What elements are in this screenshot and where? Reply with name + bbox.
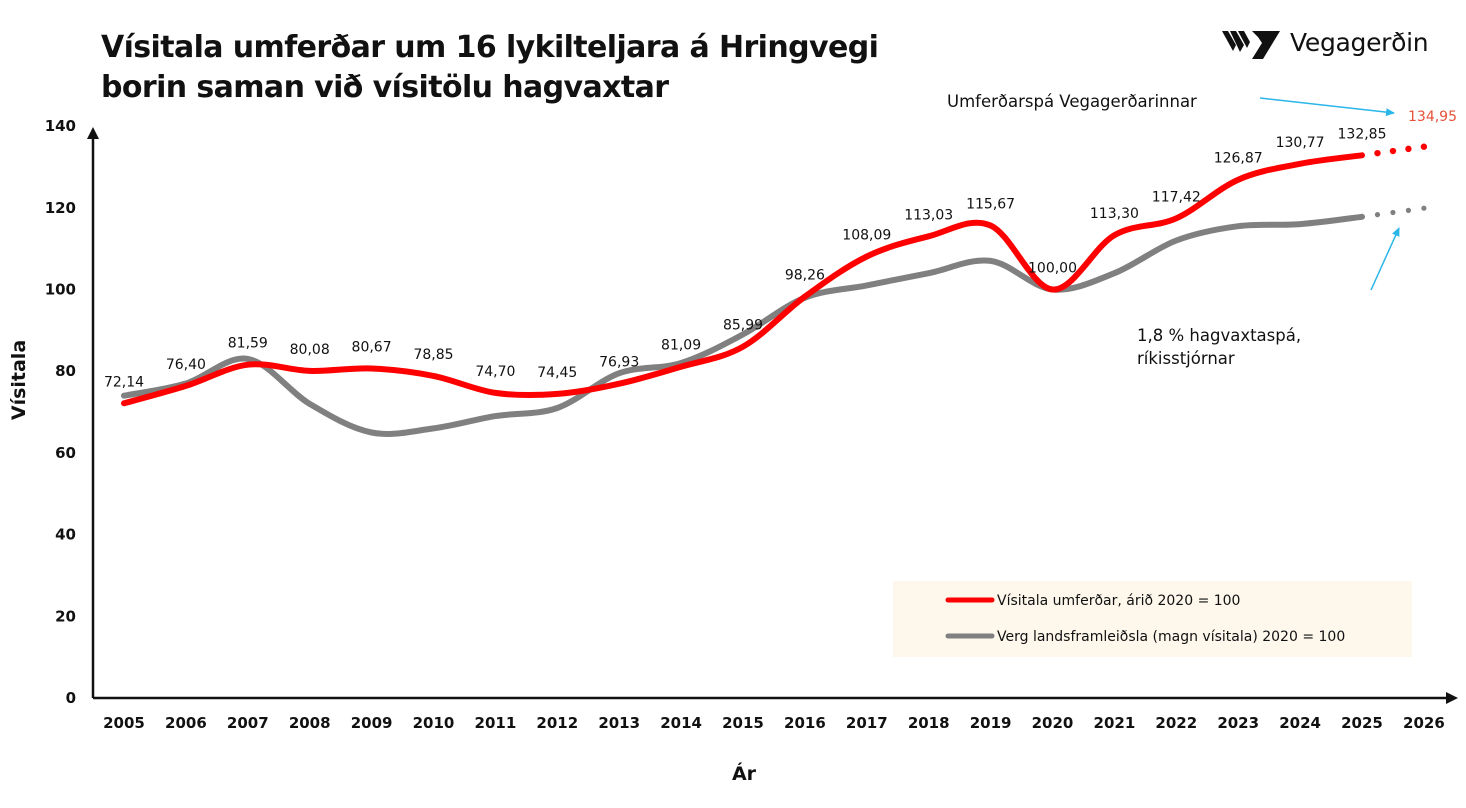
forecast-value-label: 134,95 <box>1408 109 1457 125</box>
series-line <box>121 152 1365 407</box>
data-label: 78,85 <box>413 347 453 363</box>
y-tick-label: 80 <box>55 362 76 380</box>
data-label: 76,40 <box>166 357 206 373</box>
x-tick-label: 2019 <box>970 714 1012 732</box>
chart-title: Vísitala umferðar um 16 lykilteljara á H… <box>101 28 879 108</box>
legend-entry-label: Verg landsframleiðsla (magn vísitala) 20… <box>997 629 1345 645</box>
gdp-forecast-arrow <box>1370 227 1400 291</box>
data-label: 108,09 <box>842 227 891 243</box>
data-label: 74,45 <box>537 365 577 381</box>
forecast-dot <box>1405 145 1412 153</box>
data-label: 98,26 <box>785 268 825 284</box>
y-tick-label: 100 <box>45 281 76 299</box>
x-tick-label: 2007 <box>227 714 269 732</box>
chart-title-line-1: Vísitala umferðar um 16 lykilteljara á H… <box>101 30 879 65</box>
x-tick-label: 2008 <box>289 714 331 732</box>
gdp-forecast-annotation-line-1: 1,8 % hagvaxtaspá, <box>1137 326 1301 345</box>
y-tick-label: 60 <box>55 444 76 462</box>
forecast-dot <box>1405 207 1412 213</box>
x-tick-label: 2005 <box>103 714 145 732</box>
x-tick-label: 2020 <box>1032 714 1074 732</box>
data-label: 117,42 <box>1152 189 1201 205</box>
y-tick-label: 140 <box>45 117 76 135</box>
forecast-dot <box>1389 147 1397 155</box>
x-tick-label: 2012 <box>536 714 578 732</box>
y-tick-label: 120 <box>45 199 76 217</box>
x-tick-label: 2021 <box>1094 714 1136 732</box>
y-tick-label: 20 <box>55 607 76 625</box>
x-tick-label: 2017 <box>846 714 888 732</box>
traffic-forecast-arrow <box>1259 97 1395 117</box>
data-label: 115,67 <box>966 196 1015 212</box>
logo-text: Vegagerðin <box>1290 27 1429 57</box>
y-axis-arrowhead <box>87 127 99 139</box>
forecast-dot <box>1421 205 1427 211</box>
x-tick-label: 2006 <box>165 714 207 732</box>
series-line <box>121 213 1365 437</box>
data-label: 130,77 <box>1276 135 1325 151</box>
data-label: 81,09 <box>661 338 701 354</box>
y-tick-label: 0 <box>66 689 76 707</box>
x-tick-label: 2010 <box>413 714 455 732</box>
data-label: 81,59 <box>228 336 268 352</box>
forecast-dot <box>1390 209 1396 216</box>
data-label: 132,85 <box>1338 126 1387 142</box>
forecast-dot <box>1374 212 1381 218</box>
y-tick-label: 40 <box>55 526 76 544</box>
chart-title-line-2: borin saman við vísitölu hagvaxtar <box>101 70 669 105</box>
forecast-dot <box>1374 149 1381 157</box>
x-tick-label: 2025 <box>1341 714 1383 732</box>
forecast-dot <box>1420 143 1428 150</box>
data-label: 76,93 <box>599 355 639 371</box>
data-label: 126,87 <box>1214 151 1263 167</box>
x-tick-label: 2026 <box>1403 714 1445 732</box>
data-label: 80,08 <box>290 342 330 358</box>
x-tick-label: 2024 <box>1279 714 1321 732</box>
traffic-forecast-annotation: Umferðarspá Vegagerðarinnar <box>947 92 1197 111</box>
x-tick-label: 2016 <box>784 714 826 732</box>
data-label: 100,00 <box>1028 261 1077 277</box>
vegagerdin-stripes-logo-icon <box>1222 31 1280 59</box>
x-tick-label: 2015 <box>722 714 764 732</box>
legend-box <box>893 581 1412 657</box>
data-label: 113,03 <box>904 207 953 223</box>
gdp-forecast-annotation-line-2: ríkisstjórnar <box>1137 349 1235 368</box>
x-axis-title: Ár <box>732 762 757 785</box>
x-tick-label: 2014 <box>660 714 702 732</box>
x-axis-arrowhead <box>1446 692 1458 704</box>
data-label: 72,14 <box>104 374 144 390</box>
data-label: 113,30 <box>1090 206 1139 222</box>
x-tick-label: 2009 <box>351 714 393 732</box>
x-tick-label: 2011 <box>475 714 517 732</box>
data-label: 74,70 <box>475 364 515 380</box>
vegagerdin-logo: Vegagerðin <box>1222 22 1429 62</box>
legend-entry-label: Vísitala umferðar, árið 2020 = 100 <box>997 593 1240 609</box>
x-tick-label: 2023 <box>1217 714 1259 732</box>
x-tick-label: 2022 <box>1155 714 1197 732</box>
y-axis-title: Vísitala <box>8 340 30 420</box>
data-label: 85,99 <box>723 318 763 334</box>
x-tick-label: 2013 <box>598 714 640 732</box>
x-tick-label: 2018 <box>908 714 950 732</box>
data-label: 80,67 <box>352 339 392 355</box>
